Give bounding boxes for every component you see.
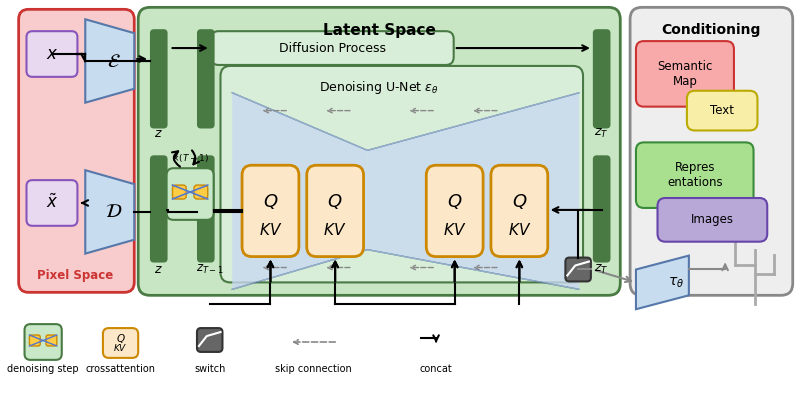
Text: $z_T$: $z_T$ bbox=[594, 263, 609, 276]
Text: $\mathcal{E}$: $\mathcal{E}$ bbox=[107, 52, 121, 71]
Text: $KV$: $KV$ bbox=[259, 222, 282, 238]
Text: concat: concat bbox=[420, 364, 453, 374]
FancyBboxPatch shape bbox=[46, 335, 57, 346]
Text: denoising step: denoising step bbox=[7, 364, 79, 374]
FancyBboxPatch shape bbox=[658, 198, 767, 242]
FancyBboxPatch shape bbox=[26, 180, 78, 226]
Polygon shape bbox=[86, 170, 134, 254]
FancyBboxPatch shape bbox=[197, 155, 214, 262]
Text: crossattention: crossattention bbox=[86, 364, 155, 374]
FancyBboxPatch shape bbox=[687, 91, 758, 131]
Text: $KV$: $KV$ bbox=[114, 343, 128, 353]
Text: Denoising U-Net $\epsilon_\theta$: Denoising U-Net $\epsilon_\theta$ bbox=[319, 79, 439, 96]
Text: $Q$: $Q$ bbox=[116, 331, 126, 345]
FancyBboxPatch shape bbox=[636, 143, 754, 208]
FancyBboxPatch shape bbox=[30, 335, 40, 346]
FancyBboxPatch shape bbox=[593, 29, 610, 129]
FancyBboxPatch shape bbox=[636, 41, 734, 107]
Text: switch: switch bbox=[194, 364, 226, 374]
Text: $KV$: $KV$ bbox=[323, 222, 346, 238]
FancyBboxPatch shape bbox=[194, 185, 208, 199]
Text: $\times(T-1)$: $\times(T-1)$ bbox=[171, 152, 209, 164]
FancyBboxPatch shape bbox=[25, 324, 62, 360]
Text: $\mathcal{D}$: $\mathcal{D}$ bbox=[105, 202, 122, 222]
FancyBboxPatch shape bbox=[426, 165, 483, 256]
FancyBboxPatch shape bbox=[138, 8, 620, 295]
Text: $z_{T-1}$: $z_{T-1}$ bbox=[196, 263, 224, 276]
Text: $\tau_\theta$: $\tau_\theta$ bbox=[668, 275, 684, 289]
Text: Semantic
Map: Semantic Map bbox=[658, 60, 713, 88]
Text: skip connection: skip connection bbox=[275, 364, 352, 374]
FancyBboxPatch shape bbox=[197, 29, 214, 129]
Text: $x$: $x$ bbox=[46, 45, 58, 63]
Text: $z$: $z$ bbox=[154, 127, 163, 140]
Text: $KV$: $KV$ bbox=[443, 222, 466, 238]
FancyBboxPatch shape bbox=[593, 155, 610, 262]
Text: $Q$: $Q$ bbox=[262, 193, 278, 212]
FancyBboxPatch shape bbox=[221, 66, 583, 282]
Text: Text: Text bbox=[710, 104, 734, 117]
Polygon shape bbox=[232, 93, 367, 289]
Text: $Q$: $Q$ bbox=[447, 193, 462, 212]
FancyBboxPatch shape bbox=[150, 155, 167, 262]
Text: Repres
entations: Repres entations bbox=[667, 161, 722, 189]
FancyBboxPatch shape bbox=[150, 29, 167, 129]
FancyBboxPatch shape bbox=[26, 31, 78, 77]
FancyBboxPatch shape bbox=[306, 165, 363, 256]
Text: Pixel Space: Pixel Space bbox=[38, 270, 114, 282]
Text: Conditioning: Conditioning bbox=[662, 23, 761, 37]
Text: $Q$: $Q$ bbox=[327, 193, 343, 212]
Text: $z_T$: $z_T$ bbox=[594, 127, 609, 140]
Text: $\tilde{x}$: $\tilde{x}$ bbox=[46, 194, 58, 212]
FancyBboxPatch shape bbox=[566, 258, 591, 281]
FancyBboxPatch shape bbox=[242, 165, 299, 256]
Text: Latent Space: Latent Space bbox=[322, 23, 436, 38]
Text: Images: Images bbox=[691, 213, 734, 226]
FancyBboxPatch shape bbox=[491, 165, 548, 256]
FancyBboxPatch shape bbox=[18, 10, 134, 292]
Text: Diffusion Process: Diffusion Process bbox=[278, 42, 386, 54]
Text: $Q$: $Q$ bbox=[512, 193, 527, 212]
FancyBboxPatch shape bbox=[166, 168, 214, 220]
FancyBboxPatch shape bbox=[103, 328, 138, 358]
FancyBboxPatch shape bbox=[197, 328, 222, 352]
FancyBboxPatch shape bbox=[210, 31, 454, 65]
Text: $z$: $z$ bbox=[154, 263, 163, 276]
FancyBboxPatch shape bbox=[173, 185, 186, 199]
Polygon shape bbox=[367, 93, 579, 289]
Polygon shape bbox=[86, 19, 134, 103]
Text: $KV$: $KV$ bbox=[508, 222, 531, 238]
FancyBboxPatch shape bbox=[630, 8, 793, 295]
Polygon shape bbox=[636, 256, 689, 309]
